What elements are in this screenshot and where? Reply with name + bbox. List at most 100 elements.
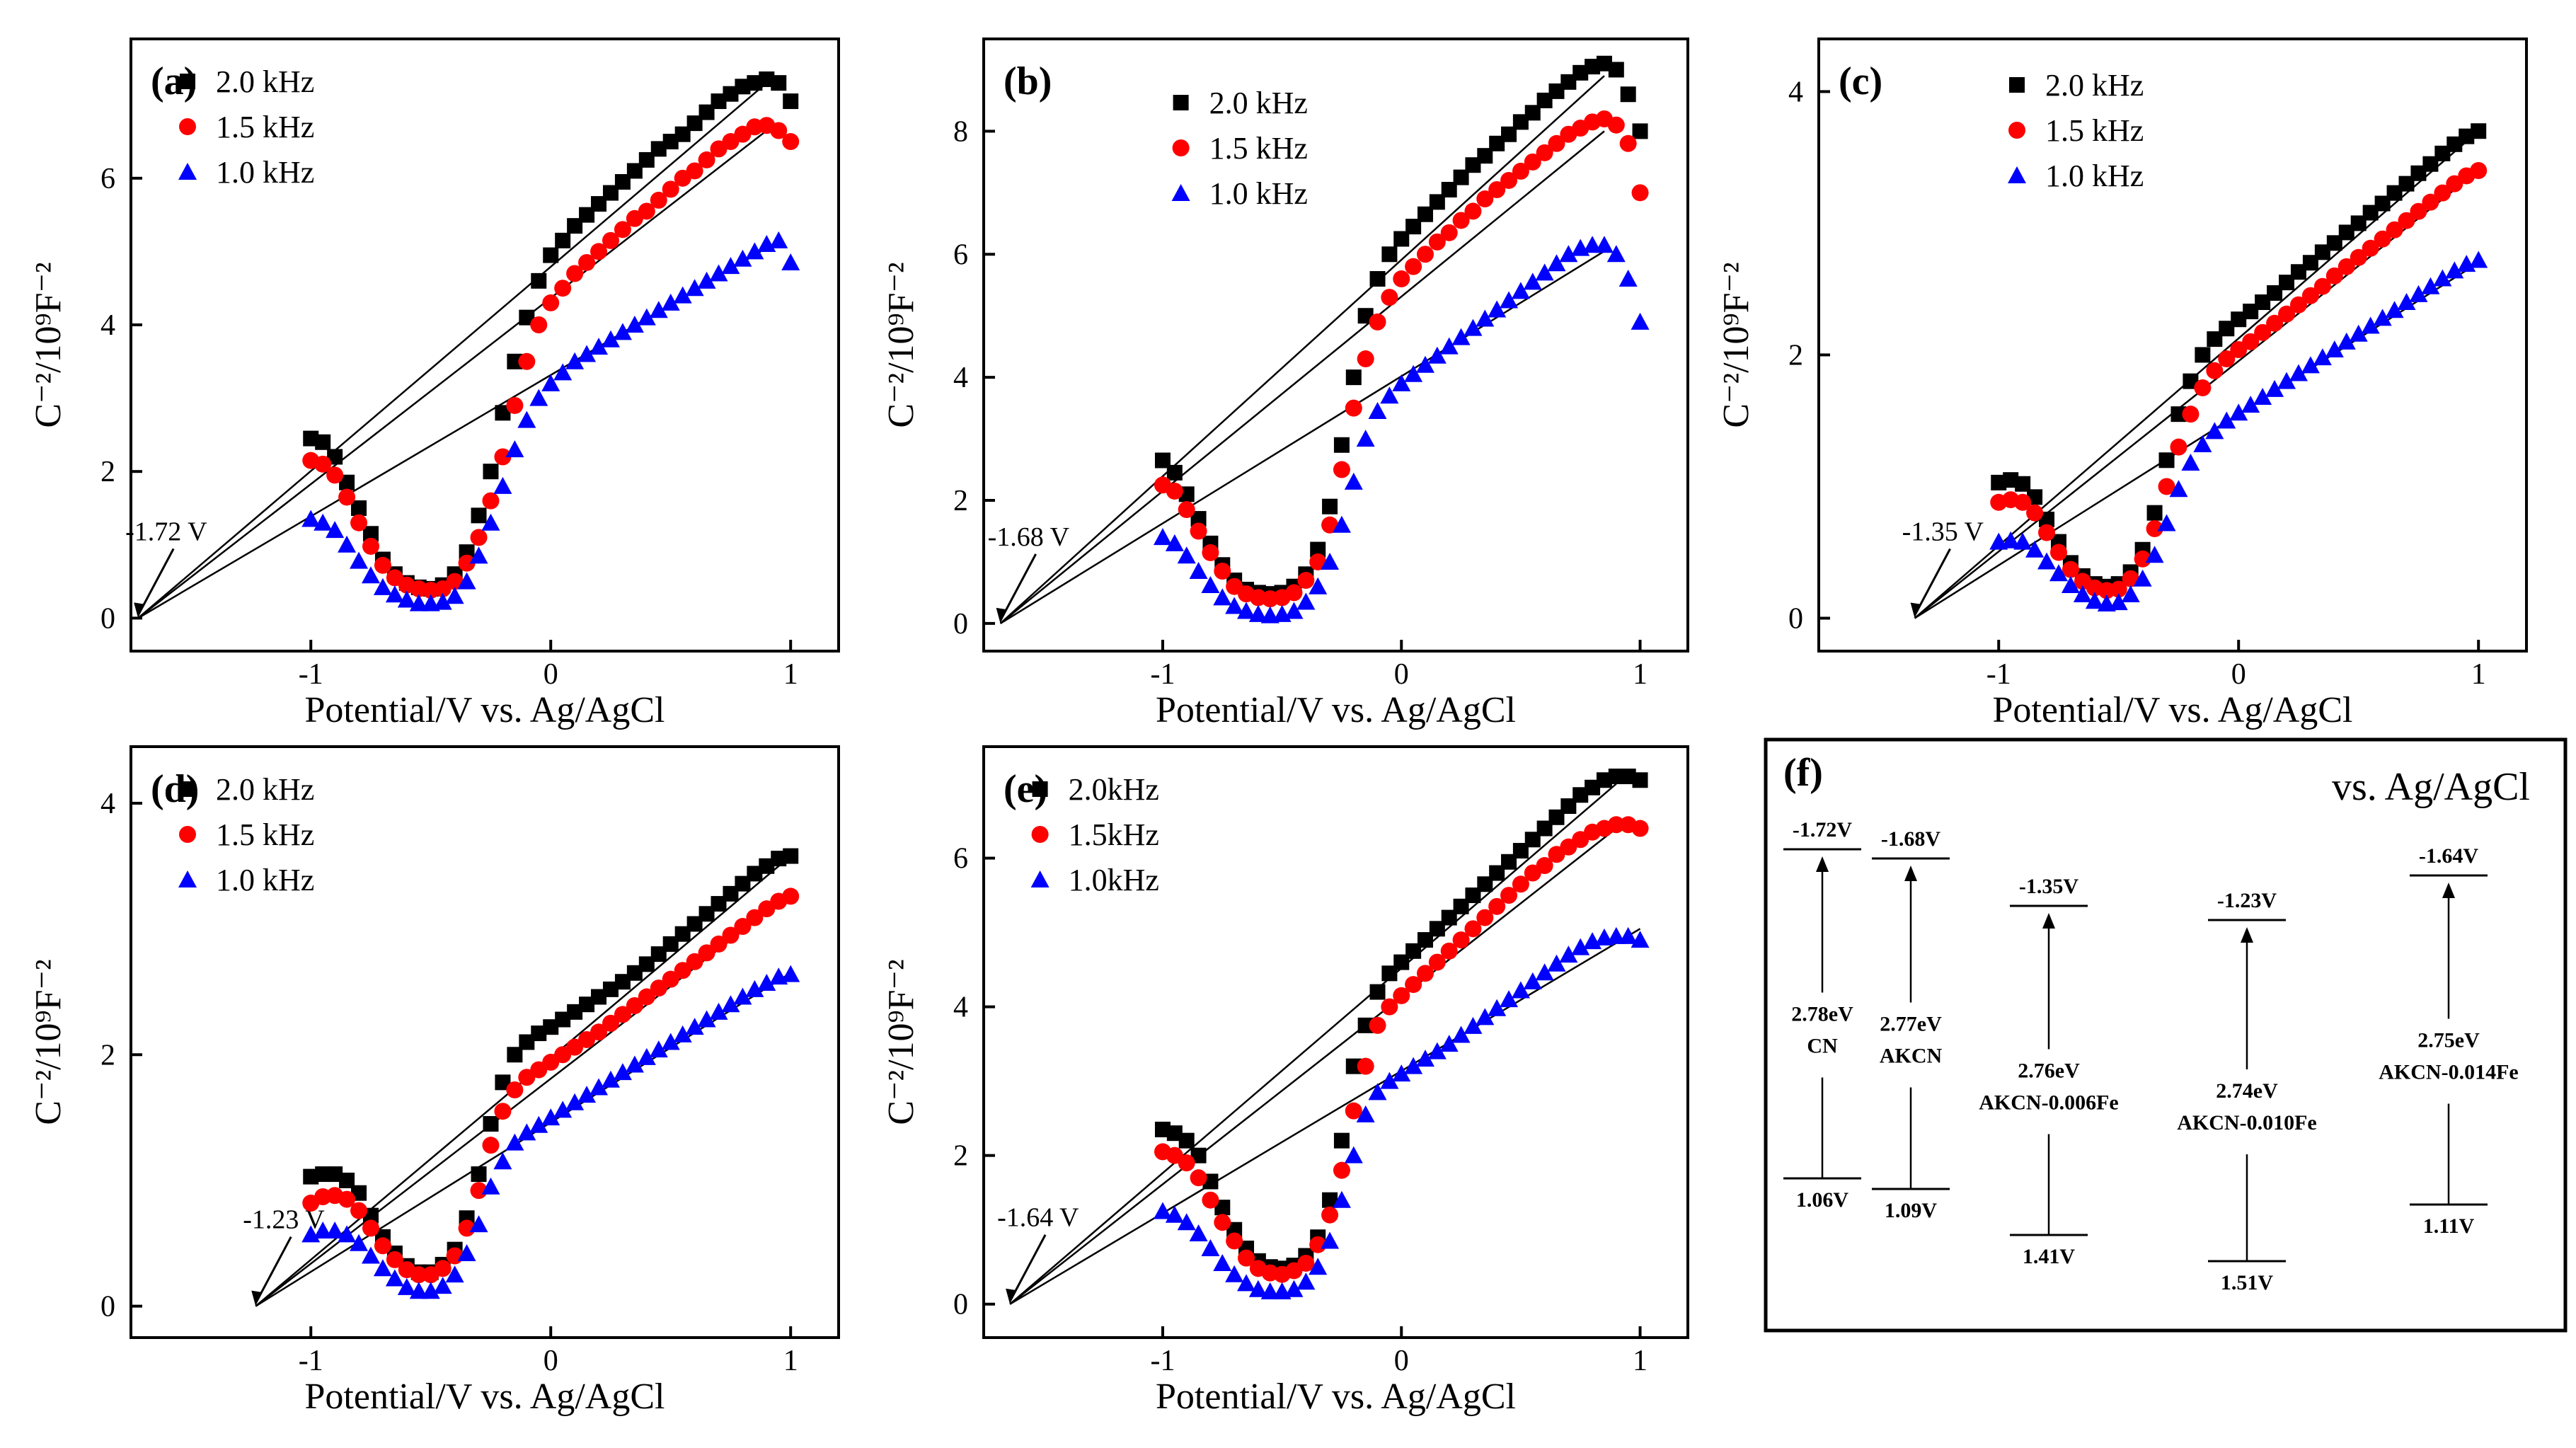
data-point [1166, 1125, 1183, 1142]
data-point [2278, 305, 2296, 323]
data-point [2313, 277, 2331, 295]
data-point [1284, 1280, 1304, 1297]
data-point [1369, 1016, 1386, 1034]
fit-line [1009, 928, 1641, 1305]
data-point [2290, 264, 2306, 280]
data-point [590, 243, 608, 260]
data-point [1392, 374, 1411, 391]
data-point [1201, 1239, 1220, 1256]
series-1-5-kHz [1154, 110, 1649, 608]
data-point [495, 1074, 511, 1091]
data-point [698, 151, 715, 168]
x-tick-label: 0 [544, 658, 558, 691]
fit-line [137, 82, 768, 619]
series-1-0-kHz [1153, 236, 1650, 624]
data-point [1606, 245, 1626, 263]
data-point [686, 115, 703, 132]
x-axis-title: Potential/V vs. Ag/AgCl [1156, 690, 1516, 730]
x-tick-label: 0 [544, 1345, 558, 1377]
data-point [1178, 501, 1195, 519]
data-point [1381, 965, 1398, 982]
data-point [339, 1172, 355, 1188]
data-point [1512, 114, 1529, 130]
series-1-0-kHz [301, 231, 800, 611]
data-point [565, 352, 585, 369]
vb-value: 1.09V [1885, 1199, 1938, 1222]
panel-f-band-diagram: (f) vs. Ag/AgCl -1.72V 1.06V 2.78eV CN -1.68… [1764, 737, 2568, 1333]
data-point [2289, 296, 2307, 314]
data-point [2073, 585, 2092, 603]
data-point [1429, 194, 1445, 210]
data-point [1381, 998, 1398, 1016]
data-point [1357, 350, 1374, 368]
data-point [662, 970, 679, 988]
data-point [1465, 887, 1481, 904]
data-point [303, 430, 319, 447]
data-point [543, 1019, 559, 1035]
data-point [1453, 169, 1469, 185]
data-point [1618, 926, 1638, 944]
data-point [1332, 1190, 1351, 1208]
gap-arrowhead [2442, 883, 2455, 898]
data-point [1572, 787, 1589, 803]
chart-panel-4: -1 0 1 0 2 4 Potential/V vs. Ag/AgCl C⁻²/10⁹F⁻²… [28, 745, 840, 1417]
data-point [481, 513, 500, 531]
chart-panels: -1 0 1 0 2 4 6 Potential/V vs. Ag/AgCl C⁻²/10⁹F⁻… [28, 38, 2528, 1417]
data-point [553, 363, 573, 381]
cb-value: -1.68V [1881, 827, 1940, 851]
data-point [373, 1259, 392, 1277]
data-point [1428, 953, 1446, 971]
data-point [1608, 62, 1624, 78]
data-point [1248, 604, 1267, 622]
data-point [2361, 316, 2380, 334]
vb-value: 1.51V [2221, 1271, 2274, 1294]
legend-label: 1.5 kHz [2045, 113, 2144, 148]
data-point [1345, 369, 1362, 386]
data-point [650, 979, 667, 997]
data-point [483, 1115, 499, 1132]
data-point [1441, 909, 1457, 926]
x-tick-label: 0 [1394, 1345, 1409, 1377]
data-point [554, 280, 572, 297]
data-point [697, 271, 716, 289]
data-point [2398, 212, 2415, 229]
data-point [1632, 772, 1648, 788]
data-point [1571, 938, 1590, 955]
data-point [555, 232, 571, 248]
legend-label: 2.0 kHz [2045, 68, 2144, 103]
y-tick-label: 2 [1788, 339, 1803, 372]
data-point [1309, 553, 1327, 570]
data-point [1344, 1146, 1363, 1163]
data-point [722, 926, 740, 944]
data-point [2049, 544, 2067, 561]
data-point [385, 585, 404, 603]
data-point [1405, 258, 1422, 275]
data-point [338, 1225, 357, 1243]
data-point [745, 242, 764, 260]
data-point [673, 286, 692, 304]
data-point [1439, 337, 1459, 355]
data-point [649, 301, 668, 318]
data-point [1393, 987, 1410, 1004]
data-point [674, 926, 691, 942]
data-point [469, 1215, 488, 1233]
gap-arrowhead [1904, 866, 1917, 881]
data-point [1620, 86, 1636, 103]
legend-marker [179, 826, 196, 843]
data-point [770, 122, 788, 139]
data-point [602, 981, 619, 997]
data-point [433, 1277, 452, 1294]
data-point [1511, 981, 1530, 999]
data-point [2350, 215, 2367, 231]
x-tick-label: 0 [1394, 658, 1409, 691]
data-point [517, 410, 536, 428]
data-point [747, 866, 763, 882]
data-point [2337, 332, 2356, 350]
data-point [1464, 202, 1482, 220]
legend-marker [1032, 781, 1048, 797]
data-point [686, 162, 703, 180]
data-point [530, 316, 548, 334]
band-column-4: -1.23V 1.51V 2.74eV AKCN-0.010Fe [2177, 889, 2316, 1294]
data-point [1333, 1161, 1350, 1179]
legend-label: 1.5 kHz [216, 110, 314, 144]
